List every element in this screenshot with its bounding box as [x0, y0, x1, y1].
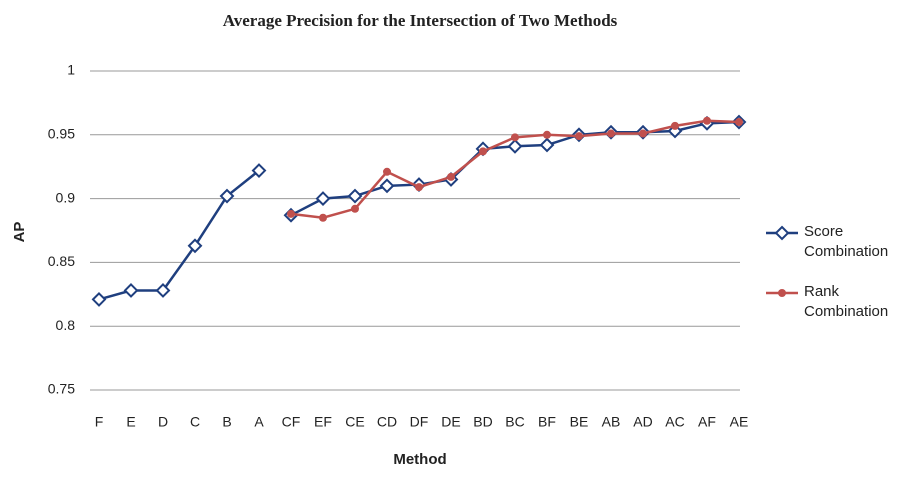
legend-marker	[778, 289, 786, 297]
x-tick-label: DE	[441, 414, 460, 430]
y-tick-label: 0.9	[56, 189, 76, 205]
data-point	[287, 209, 295, 218]
x-tick-label: AD	[633, 414, 652, 430]
x-tick-label: E	[126, 414, 135, 430]
x-tick-label: AB	[602, 414, 621, 430]
data-point	[251, 163, 267, 178]
y-tick-label: 0.85	[48, 253, 75, 269]
data-point	[315, 191, 331, 207]
data-point	[187, 238, 203, 254]
x-tick-label: DF	[410, 414, 429, 430]
y-tick-label: 0.75	[48, 381, 75, 397]
series-line	[98, 169, 260, 301]
data-point	[415, 183, 423, 192]
data-point	[735, 118, 743, 127]
data-point	[639, 129, 647, 138]
legend-label: Score Combination	[804, 223, 889, 260]
y-tick-label: 0.95	[48, 126, 75, 142]
legend-marker	[774, 225, 790, 241]
data-point	[155, 283, 171, 298]
x-tick-label: BE	[570, 414, 589, 430]
x-tick-label: A	[254, 414, 264, 430]
x-tick-label: AF	[698, 414, 716, 430]
data-point	[507, 138, 523, 154]
x-tick-label: D	[158, 414, 168, 430]
chart-title: Average Precision for the Intersection o…	[223, 11, 618, 30]
data-point	[479, 147, 487, 156]
data-point	[671, 121, 679, 130]
data-point	[539, 137, 555, 153]
x-axis-label: Method	[393, 451, 446, 468]
data-point	[447, 172, 455, 181]
x-tick-label: AC	[665, 414, 684, 430]
x-tick-label: BC	[505, 414, 524, 430]
data-point	[219, 188, 235, 204]
x-tick-label: CD	[377, 414, 397, 430]
data-point	[347, 188, 363, 204]
x-tick-label: B	[222, 414, 231, 430]
data-point	[607, 129, 615, 138]
data-point	[91, 291, 107, 307]
data-point	[319, 213, 327, 222]
data-point	[575, 132, 583, 141]
y-tick-label: 0.8	[56, 317, 76, 333]
data-point	[379, 178, 395, 194]
x-tick-label: F	[95, 414, 104, 430]
data-point	[511, 133, 519, 142]
x-tick-label: BF	[538, 414, 556, 430]
x-tick-label: BD	[473, 414, 492, 430]
data-point	[351, 204, 359, 213]
legend-label: Rank Combination	[804, 283, 889, 320]
x-tick-label: CE	[345, 414, 364, 430]
data-point	[383, 167, 391, 176]
x-tick-label: AE	[730, 414, 749, 430]
data-point	[123, 283, 139, 298]
data-point	[703, 116, 711, 125]
data-point	[543, 130, 551, 139]
x-tick-label: CF	[282, 414, 301, 430]
x-tick-label: C	[190, 414, 200, 430]
x-tick-label: EF	[314, 414, 332, 430]
y-axis-label: AP	[11, 222, 28, 243]
y-tick-label: 1	[67, 62, 75, 78]
